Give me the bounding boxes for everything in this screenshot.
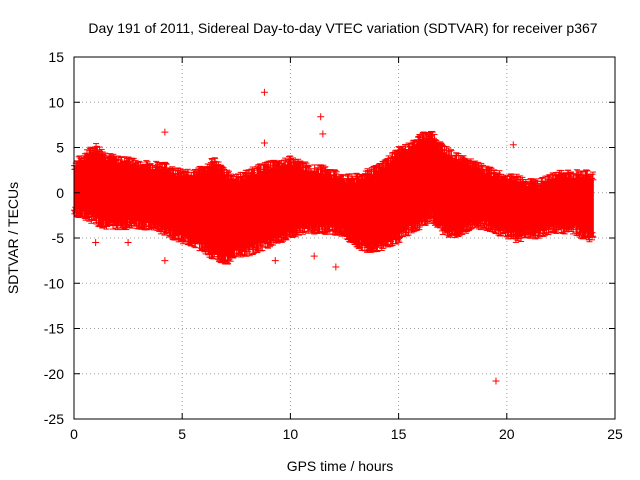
axis-ticks: 0 5 10 15 20 25 15 10 5 0 -5 -10 -15 -20 -25	[44, 49, 623, 442]
y-tick-label: -20	[44, 366, 64, 382]
y-axis-label: SDTVAR / TECUs	[5, 182, 21, 294]
y-tick-label: -15	[44, 321, 64, 337]
y-tick-label: 15	[48, 49, 64, 65]
y-tick-label: 10	[48, 94, 64, 110]
x-tick-label: 10	[283, 426, 299, 442]
y-tick-label: 5	[56, 140, 64, 156]
data-series-sdtvar	[71, 88, 597, 385]
y-tick-label: -5	[52, 230, 65, 246]
x-axis-label: GPS time / hours	[287, 458, 394, 474]
y-tick-label: -25	[44, 411, 64, 427]
x-tick-label: 5	[178, 426, 186, 442]
x-tick-label: 25	[607, 426, 623, 442]
x-tick-label: 20	[499, 426, 515, 442]
y-tick-label: -10	[44, 275, 64, 291]
x-tick-label: 15	[391, 426, 407, 442]
x-tick-label: 0	[70, 426, 78, 442]
y-tick-label: 0	[56, 185, 64, 201]
chart-title: Day 191 of 2011, Sidereal Day-to-day VTE…	[88, 20, 597, 36]
